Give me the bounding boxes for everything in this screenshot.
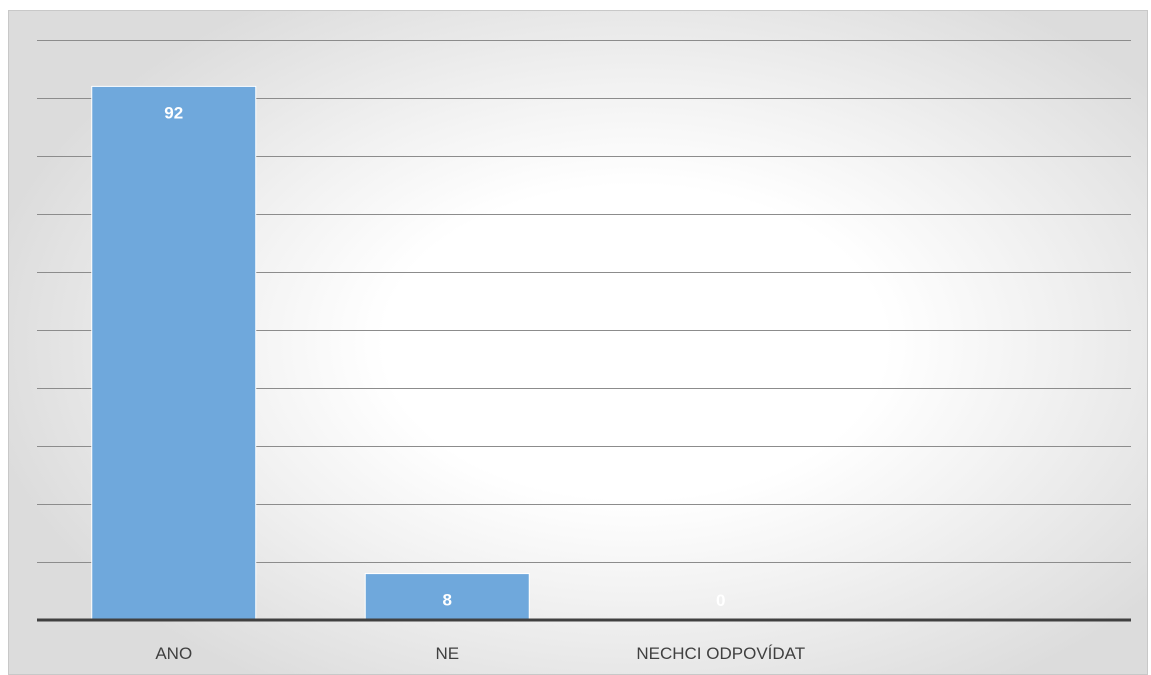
x-tick-label: NE xyxy=(435,644,459,663)
data-label: 8 xyxy=(443,591,452,610)
data-label: 92 xyxy=(164,103,183,122)
bars xyxy=(91,85,530,621)
data-label: 0 xyxy=(716,591,725,610)
x-tick-label: ANO xyxy=(155,644,192,663)
data-labels: 92 8 0 xyxy=(164,103,725,610)
bar-0 xyxy=(91,85,257,621)
bar-1 xyxy=(364,573,530,621)
x-tick-label: NECHCI ODPOVÍDAT xyxy=(636,644,805,663)
x-axis-tick-labels: ANO NE NECHCI ODPOVÍDAT xyxy=(155,644,805,663)
